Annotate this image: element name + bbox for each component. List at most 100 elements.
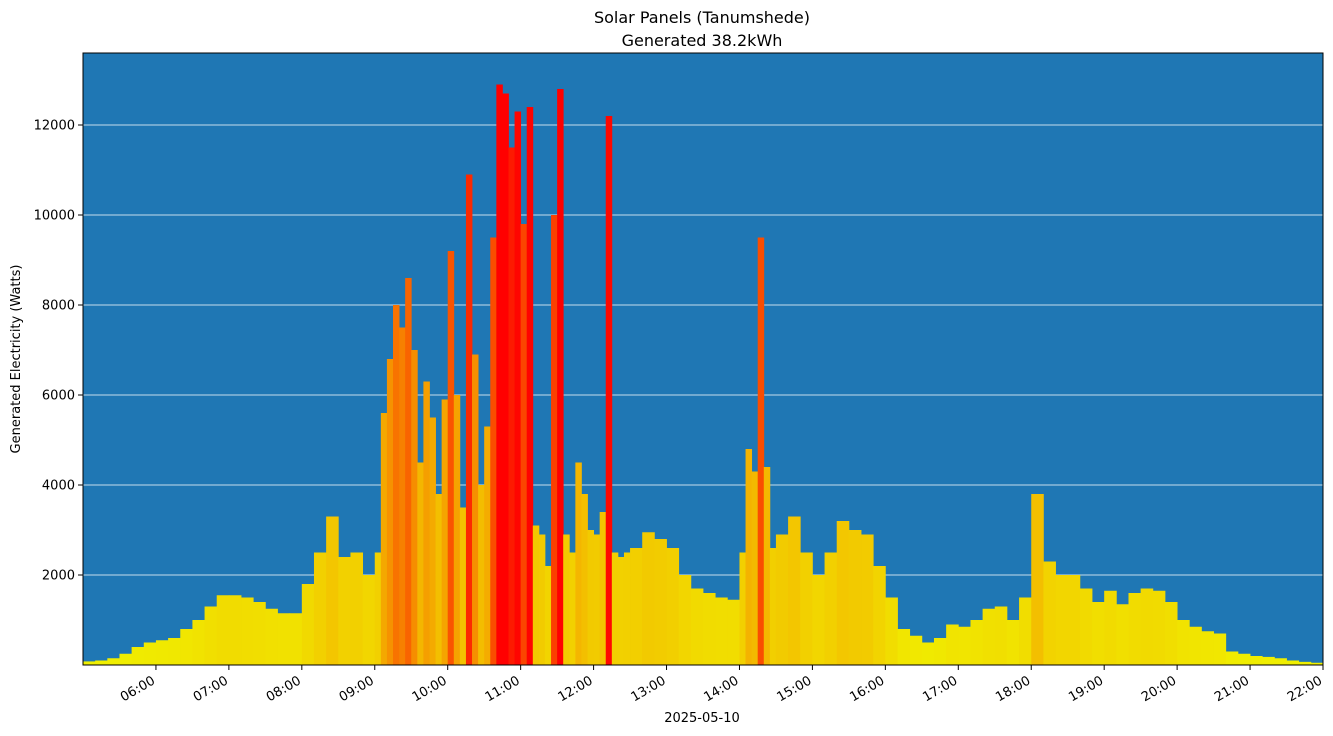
- chart-subtitle: Generated 38.2kWh: [622, 31, 783, 50]
- bar: [982, 608, 996, 665]
- bar: [472, 354, 479, 665]
- x-tick-label: 12:00: [556, 673, 596, 705]
- bar: [1104, 590, 1117, 665]
- bar: [1225, 651, 1239, 665]
- bar: [1213, 633, 1227, 665]
- bar: [180, 629, 193, 665]
- bar: [496, 84, 503, 665]
- bar: [155, 640, 169, 665]
- y-tick-label: 10000: [34, 209, 75, 224]
- bar: [575, 462, 582, 665]
- bar: [107, 658, 120, 665]
- bar: [642, 532, 655, 665]
- x-tick-label: 13:00: [629, 673, 669, 705]
- bar: [690, 588, 704, 665]
- bar: [484, 426, 491, 665]
- bar: [192, 620, 205, 665]
- bar: [544, 566, 552, 665]
- bar: [453, 395, 461, 665]
- bar: [1031, 494, 1044, 665]
- bar: [1262, 656, 1275, 665]
- bar: [611, 552, 619, 665]
- bar: [1250, 656, 1263, 665]
- x-axis-label: 2025-05-10: [664, 711, 740, 726]
- bar: [338, 557, 351, 665]
- bar: [83, 661, 96, 665]
- bar: [326, 516, 339, 665]
- grid-lines: [83, 124, 1323, 576]
- bar: [1152, 590, 1166, 665]
- x-tick-label: 16:00: [847, 673, 887, 705]
- bar: [909, 635, 923, 665]
- x-tick-label: 17:00: [920, 673, 960, 705]
- bar: [1043, 561, 1056, 665]
- bar: [441, 399, 449, 665]
- bar: [386, 359, 394, 665]
- bar: [970, 620, 984, 665]
- bar: [538, 534, 546, 665]
- bar: [727, 599, 740, 665]
- bar: [788, 516, 801, 665]
- bar: [824, 552, 838, 665]
- bar: [399, 327, 406, 665]
- x-tick-label: 08:00: [264, 673, 304, 705]
- bar: [563, 534, 570, 665]
- bar: [1189, 626, 1202, 665]
- bar: [1286, 660, 1300, 665]
- bar: [763, 467, 771, 665]
- bar: [1177, 620, 1190, 665]
- bar: [800, 552, 813, 665]
- x-tick-label: 10:00: [410, 673, 450, 705]
- x-tick-label: 15:00: [774, 673, 814, 705]
- bar: [873, 566, 886, 665]
- bar: [459, 507, 467, 665]
- bar: [228, 595, 242, 665]
- bar: [393, 305, 400, 665]
- plot-background: [83, 53, 1323, 665]
- bar: [405, 278, 412, 665]
- bar: [1298, 661, 1312, 665]
- x-tick-label: 07:00: [191, 673, 231, 705]
- y-tick-label: 6000: [42, 389, 75, 404]
- bar: [599, 512, 607, 665]
- bar: [946, 624, 959, 665]
- bar: [1237, 653, 1251, 665]
- bar: [423, 381, 430, 665]
- bar: [617, 557, 625, 665]
- bar: [715, 597, 728, 665]
- bar: [581, 494, 588, 665]
- x-tick-label: 18:00: [993, 673, 1033, 705]
- bar: [593, 534, 601, 665]
- bar: [739, 552, 746, 665]
- bar: [1128, 593, 1142, 665]
- bar: [532, 525, 540, 665]
- bars-layer: [83, 84, 1324, 665]
- bar: [933, 638, 947, 665]
- x-tick-label: 21:00: [1212, 673, 1252, 705]
- bar: [168, 638, 181, 665]
- bar: [557, 89, 564, 665]
- bar: [848, 530, 862, 665]
- y-tick-label: 2000: [42, 569, 75, 584]
- bar: [119, 653, 133, 665]
- bar: [490, 237, 497, 665]
- bar: [897, 629, 911, 665]
- bar: [1201, 631, 1214, 665]
- bar: [994, 606, 1008, 665]
- bar: [465, 174, 473, 665]
- plot-frame: [82, 52, 1324, 666]
- bar: [861, 534, 874, 665]
- bar: [241, 597, 254, 665]
- bar: [921, 642, 935, 665]
- bar: [95, 660, 108, 665]
- x-tick-label: 06:00: [118, 673, 158, 705]
- bar: [623, 552, 631, 665]
- x-tick-label: 14:00: [702, 673, 742, 705]
- x-tick-label: 19:00: [1066, 673, 1106, 705]
- bar: [350, 552, 364, 665]
- bar: [313, 552, 327, 665]
- bar: [1274, 658, 1287, 665]
- bar: [775, 534, 789, 665]
- bar: [958, 626, 971, 665]
